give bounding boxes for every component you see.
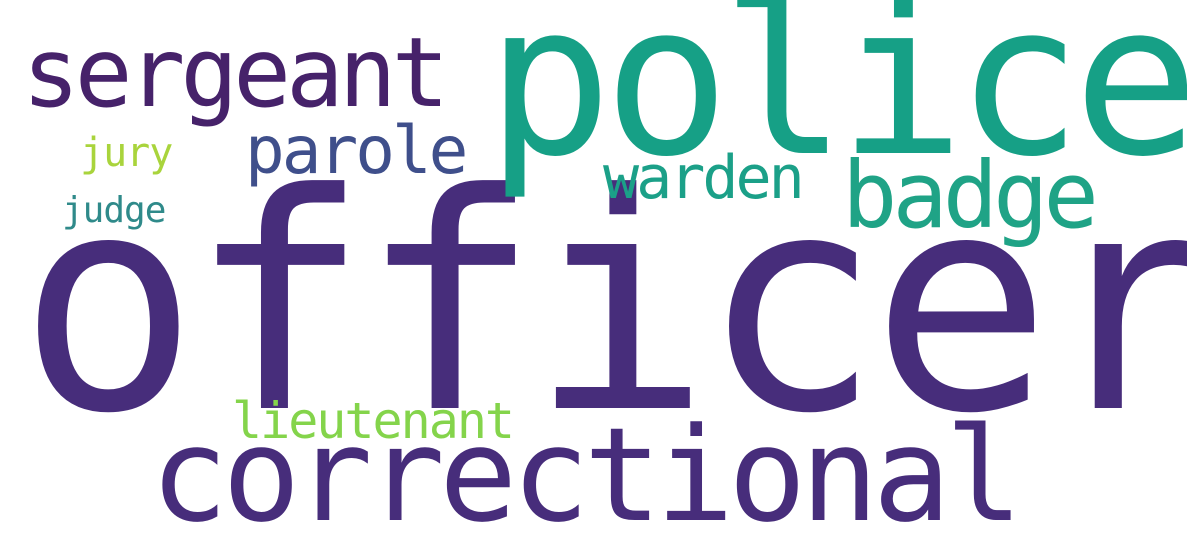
word-lieutenant: lieutenant — [232, 392, 515, 450]
word-parole: parole — [245, 112, 468, 189]
word-warden: warden — [603, 143, 805, 213]
word-correctional: correctional — [150, 399, 1023, 551]
word-jury: jury — [80, 130, 173, 176]
word-badge: badge — [842, 142, 1099, 249]
word-judge: judge — [62, 190, 166, 231]
word-officer: officer — [18, 130, 1187, 479]
word-sergeant: sergeant — [22, 17, 449, 129]
word-police: police — [486, 0, 1187, 203]
